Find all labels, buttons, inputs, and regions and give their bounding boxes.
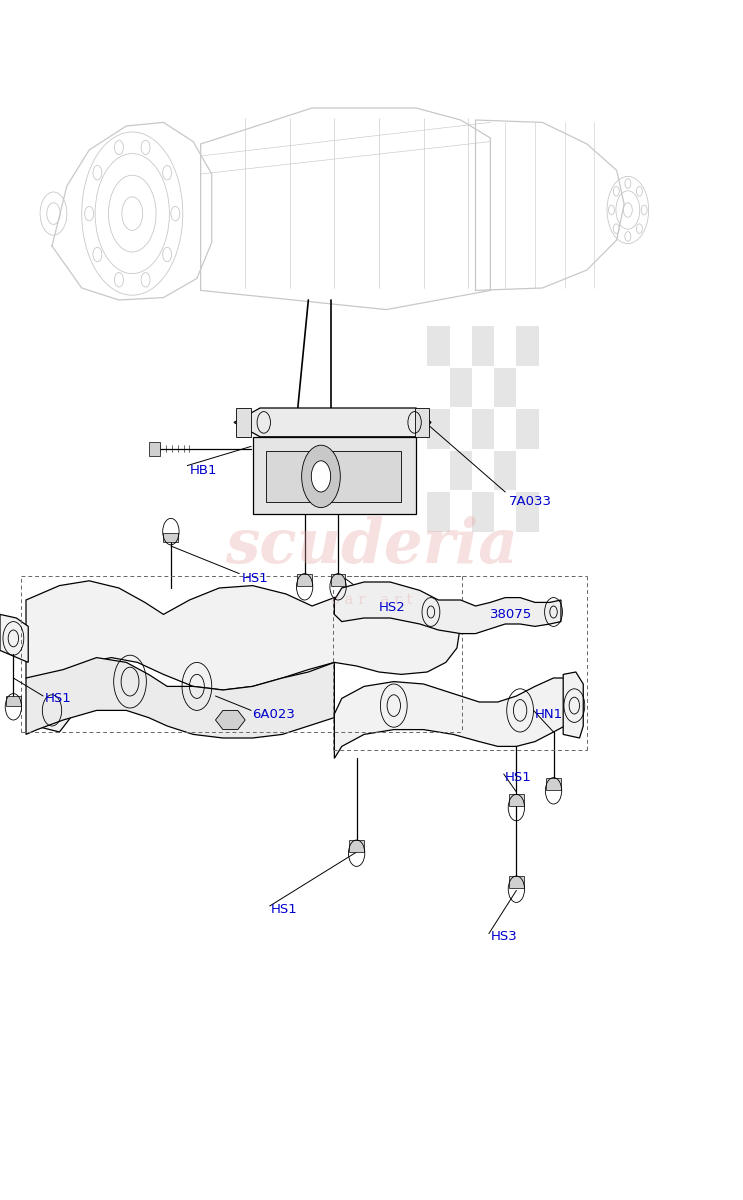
Bar <box>516 326 539 366</box>
Text: HS1: HS1 <box>505 772 532 784</box>
Bar <box>494 450 516 490</box>
Polygon shape <box>509 876 524 888</box>
Bar <box>450 450 472 490</box>
Text: HN1: HN1 <box>535 708 563 720</box>
Polygon shape <box>36 686 71 732</box>
Bar <box>472 326 494 366</box>
Bar <box>494 367 516 407</box>
Text: HS1: HS1 <box>241 572 268 584</box>
Text: HS1: HS1 <box>45 692 71 704</box>
Polygon shape <box>26 581 461 690</box>
Polygon shape <box>163 533 178 542</box>
Polygon shape <box>149 442 160 456</box>
Polygon shape <box>266 451 401 502</box>
Polygon shape <box>349 840 364 852</box>
Polygon shape <box>236 408 251 437</box>
Text: HS1: HS1 <box>271 904 298 916</box>
Text: HS2: HS2 <box>379 601 406 613</box>
Bar <box>427 409 450 449</box>
Bar <box>427 326 450 366</box>
Bar <box>450 367 472 407</box>
Text: 7A033: 7A033 <box>509 496 552 508</box>
Bar <box>516 492 539 532</box>
Text: 6A023: 6A023 <box>253 708 296 720</box>
Circle shape <box>302 445 340 508</box>
Polygon shape <box>253 437 416 514</box>
Text: c a r   a r t: c a r a r t <box>331 593 412 607</box>
Polygon shape <box>331 574 345 586</box>
Polygon shape <box>334 678 565 758</box>
Bar <box>472 409 494 449</box>
Polygon shape <box>215 710 245 730</box>
Polygon shape <box>563 672 583 738</box>
Polygon shape <box>234 408 431 437</box>
Polygon shape <box>334 582 561 634</box>
Bar <box>472 492 494 532</box>
Polygon shape <box>546 778 561 790</box>
Polygon shape <box>509 794 524 806</box>
Text: HS3: HS3 <box>490 930 517 942</box>
Text: 38075: 38075 <box>490 608 533 620</box>
Polygon shape <box>26 658 334 738</box>
Polygon shape <box>415 408 429 437</box>
Bar <box>427 492 450 532</box>
Polygon shape <box>0 614 28 662</box>
Polygon shape <box>297 574 312 586</box>
Text: HB1: HB1 <box>189 464 217 476</box>
Polygon shape <box>6 696 21 706</box>
Text: scuderia: scuderia <box>225 516 518 576</box>
Circle shape <box>311 461 331 492</box>
Bar <box>516 409 539 449</box>
